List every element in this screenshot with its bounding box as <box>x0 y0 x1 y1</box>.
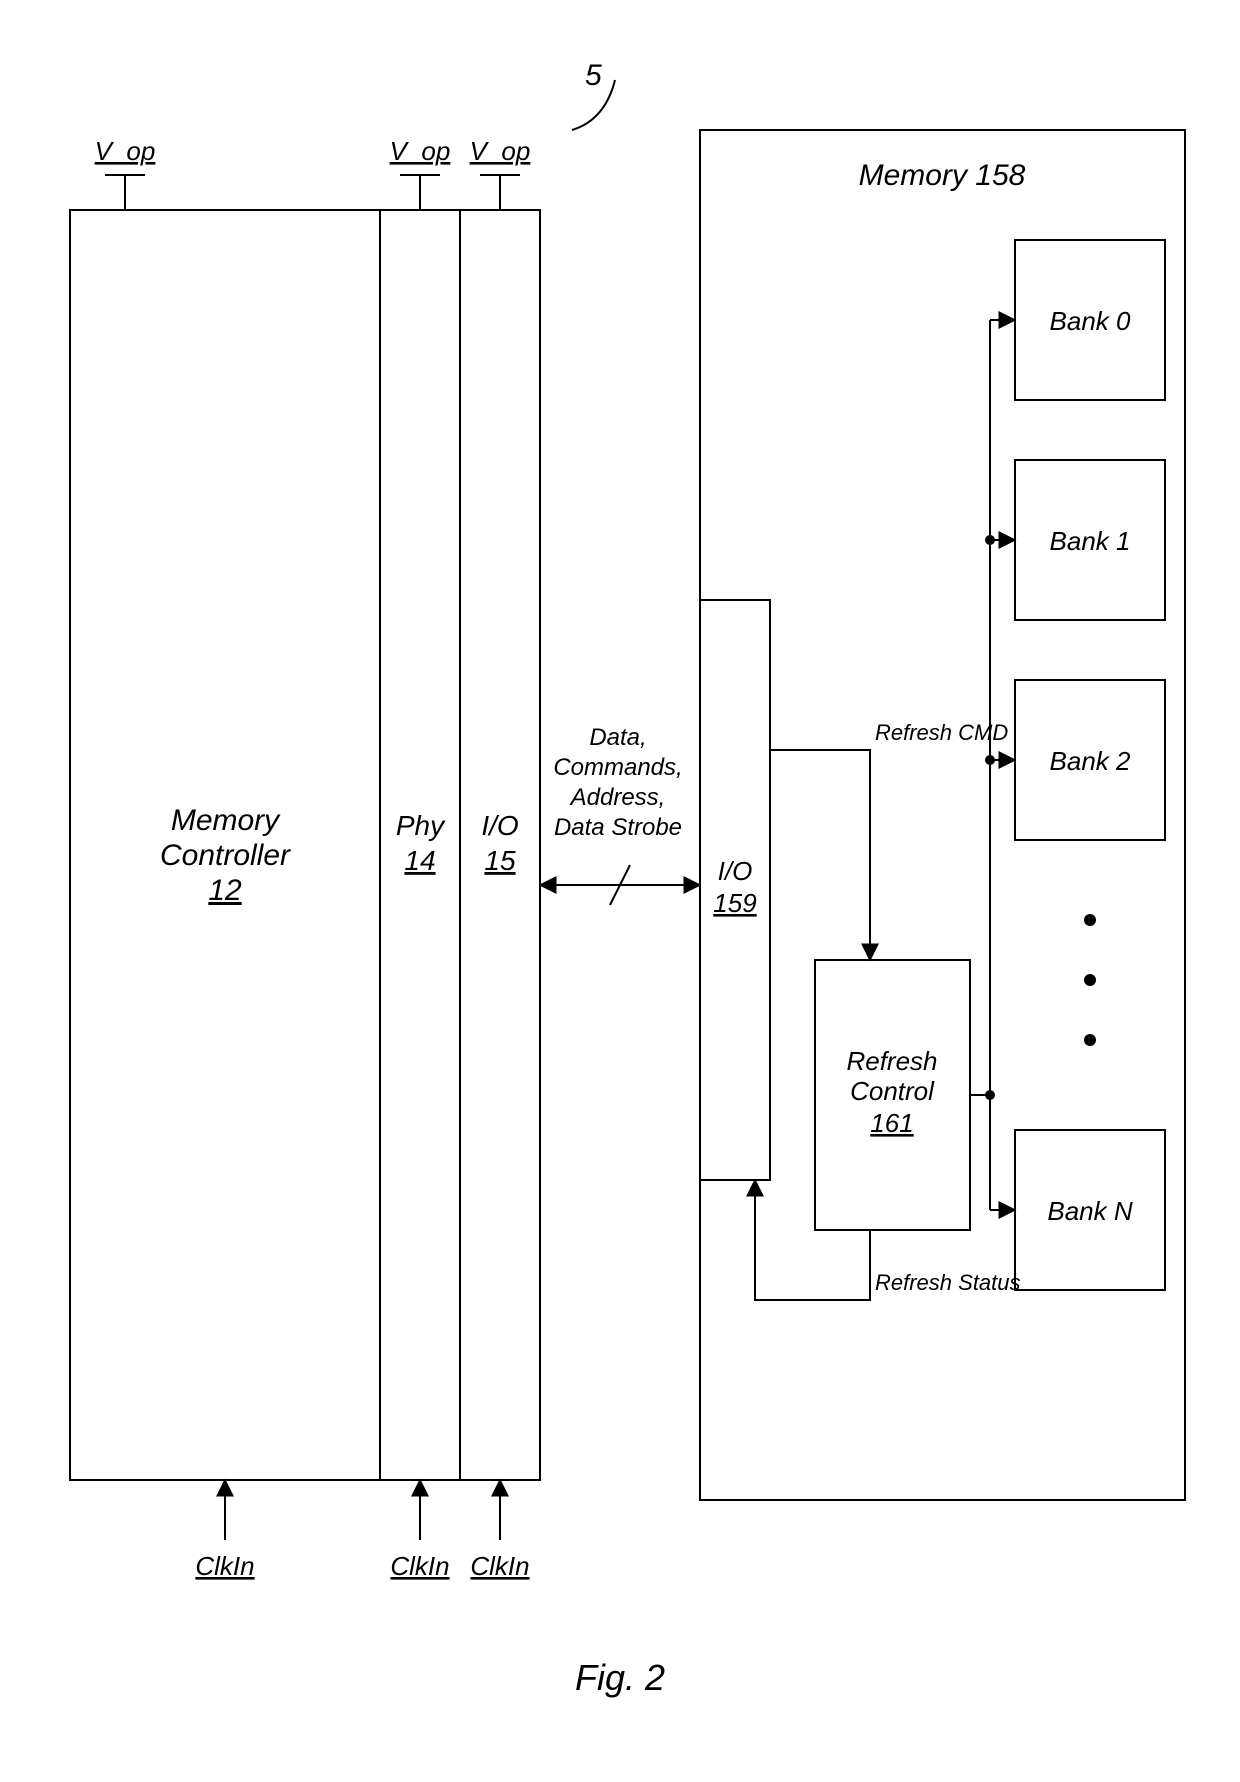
io-right-title: I/O <box>718 856 753 886</box>
figure-number: 5 <box>585 59 602 92</box>
bank-2-label: Bank 2 <box>1050 746 1131 776</box>
bank-n-label: Bank N <box>1047 1196 1132 1226</box>
phy-title: Phy <box>396 810 446 841</box>
clkin-label-1: ClkIn <box>195 1551 254 1581</box>
memory-system-diagram: 5 Memory Controller 12 Phy 14 I/O 15 V_o… <box>0 0 1240 1782</box>
bank-1-label: Bank 1 <box>1050 526 1131 556</box>
ellipsis-dot <box>1084 914 1096 926</box>
io-left-title: I/O <box>481 810 518 841</box>
refresh-cmd-label: Refresh CMD <box>875 720 1008 745</box>
memory-controller-title-2: Controller <box>160 839 291 872</box>
controller-group: Memory Controller 12 Phy 14 I/O 15 <box>70 210 540 1480</box>
bank-0-label: Bank 0 <box>1050 306 1131 336</box>
refresh-ref: 161 <box>870 1108 913 1138</box>
io-right-ref: 159 <box>713 888 756 918</box>
memory-controller-title-1: Memory <box>171 804 281 837</box>
v-op-label-1: V_op <box>95 136 156 166</box>
bus-connection: Data, Commands, Address, Data Strobe <box>540 724 700 905</box>
refresh-title-1: Refresh <box>846 1046 937 1076</box>
figure-caption: Fig. 2 <box>575 1657 665 1698</box>
clkin-label-3: ClkIn <box>470 1551 529 1581</box>
io-left-ref: 15 <box>484 845 516 876</box>
figure-number-callout: 5 <box>572 59 615 130</box>
memory-controller-ref: 12 <box>208 874 242 907</box>
refresh-status-label: Refresh Status <box>875 1270 1021 1295</box>
bus-label-2: Commands, <box>553 754 682 781</box>
v-op-label-2: V_op <box>390 136 451 166</box>
refresh-title-2: Control <box>850 1076 935 1106</box>
phy-ref: 14 <box>404 845 435 876</box>
clkin-label-2: ClkIn <box>390 1551 449 1581</box>
bus-label-1: Data, <box>589 724 646 751</box>
bus-label-4: Data Strobe <box>554 814 682 841</box>
ellipsis-dot <box>1084 974 1096 986</box>
memory-title: Memory 158 <box>859 159 1026 192</box>
clkin-group: ClkIn ClkIn ClkIn <box>195 1480 529 1581</box>
v-op-label-3: V_op <box>470 136 531 166</box>
ellipsis-dot <box>1084 1034 1096 1046</box>
bus-label-3: Address, <box>569 784 666 811</box>
v-op-group: V_op V_op V_op <box>95 136 531 210</box>
